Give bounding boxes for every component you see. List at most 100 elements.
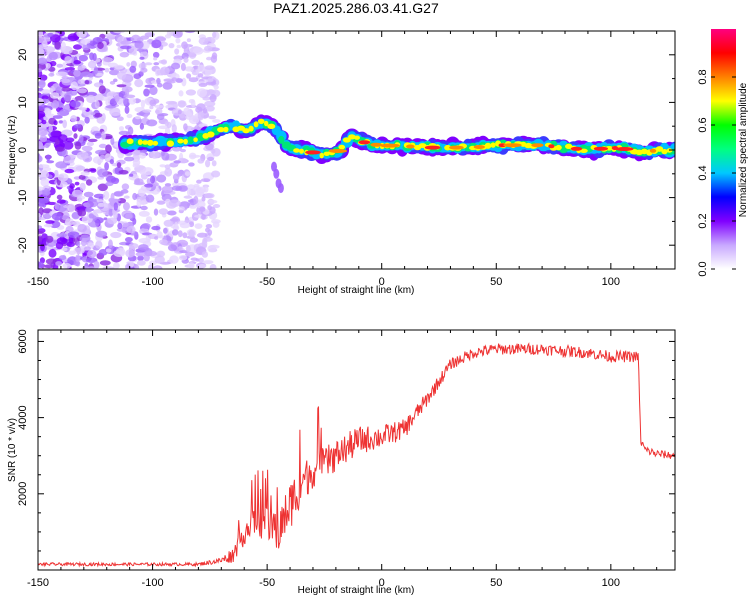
spectrogram-noise-cell: [38, 97, 44, 106]
spectrogram-noise-cell: [98, 143, 107, 149]
spectrogram-peak-cell: [548, 144, 555, 149]
spectrogram-noise-cell: [144, 183, 154, 188]
spectrogram-image: [38, 31, 675, 269]
spectrogram-noise-cell: [138, 210, 150, 217]
y-tick-label: 10: [17, 96, 29, 108]
spectrogram-noise-cell: [204, 65, 215, 70]
spectrogram-noise-cell: [149, 105, 154, 110]
y-tick-label: 4000: [17, 405, 29, 429]
spectrogram-noise-cell: [175, 186, 181, 191]
spectrogram-noise-cell: [81, 145, 93, 152]
spectrogram-noise-cell: [93, 66, 98, 75]
spectrogram-noise-cell: [79, 134, 84, 143]
spectrogram-noise-cell: [207, 77, 213, 83]
spectrogram-peak-cell: [503, 143, 522, 148]
colorbar-tick-label: 0.6: [697, 117, 709, 132]
spectrogram-noise-cell: [85, 257, 98, 264]
spectrogram-ridge-cell: [323, 151, 330, 156]
spectrogram-noise-cell: [113, 191, 123, 197]
spectrogram-noise-cell: [189, 237, 198, 243]
x-tick-label: -150: [27, 577, 49, 589]
spectrogram-noise-cell: [162, 82, 173, 90]
spectrogram-noise-cell: [110, 192, 115, 202]
spectrogram-noise-cell: [49, 92, 60, 99]
spectrogram-noise-cell: [105, 144, 112, 154]
spectrogram-noise-cell: [80, 39, 91, 45]
spectrogram-noise-cell: [101, 113, 106, 122]
spectrogram-noise-cell: [124, 156, 135, 162]
spectrogram-noise-cell: [207, 245, 217, 253]
spectrogram-noise-cell: [182, 232, 188, 239]
spectrogram-ridge-cell: [348, 134, 356, 140]
spectrogram-peak-cell: [473, 145, 485, 149]
spectrogram-noise-cell: [48, 72, 55, 77]
spectrogram-ridge-cell: [207, 131, 215, 138]
spectrogram-noise-cell: [38, 212, 41, 218]
spectrogram-noise-cell: [77, 224, 87, 233]
spectrogram-noise-cell: [55, 161, 68, 169]
colorbar-tick-label: 0.8: [697, 69, 709, 84]
spectrogram-noise-cell: [192, 47, 204, 55]
spectrogram-noise-cell: [183, 123, 188, 131]
spectrogram-noise-cell: [102, 96, 108, 101]
spectrogram-noise-cell: [132, 192, 138, 201]
spectrogram-noise-cell: [77, 79, 86, 85]
spectrogram-noise-cell: [140, 205, 148, 211]
spectrogram-noise-cell: [134, 79, 144, 88]
spectrogram-noise-cell: [54, 139, 60, 145]
spectrogram-noise-cell: [172, 173, 180, 181]
spectrogram-noise-cell: [78, 107, 88, 111]
spectrogram-noise-cell: [73, 124, 82, 129]
spectrogram-noise-cell: [62, 141, 74, 150]
spectrogram-noise-cell: [154, 236, 159, 240]
spectrogram-noise-cell: [110, 137, 115, 146]
spectrogram-noise-cell: [188, 52, 197, 59]
spectrogram-noise-cell: [80, 71, 92, 78]
spectrogram-noise-cell: [140, 99, 145, 109]
spectrogram-noise-cell: [125, 213, 133, 220]
spectrogram-noise-cell: [111, 177, 120, 184]
spectrogram-noise-cell: [158, 208, 169, 215]
snr-series-line: [38, 342, 675, 568]
spectrogram-noise-cell: [183, 195, 192, 199]
spectrogram-noise-cell: [149, 86, 158, 96]
spectrogram-x-axis-label: Height of straight line (km): [298, 285, 415, 296]
colorbar-label: Normalized spectral amplitude: [738, 82, 749, 217]
spectrogram-noise-cell: [134, 40, 144, 49]
spectrogram-noise-cell: [151, 39, 162, 49]
spectrogram-noise-cell: [212, 119, 221, 123]
spectrogram-noise-cell: [167, 244, 178, 252]
spectrogram-noise-cell: [138, 152, 147, 159]
spectrogram-noise-cell: [120, 40, 132, 45]
spectrogram-ridge-cell: [267, 123, 276, 129]
spectrogram-peak-cell: [328, 149, 348, 153]
spectrogram-noise-cell: [188, 115, 200, 125]
spectrogram-noise-cell: [188, 162, 195, 167]
spectrogram-noise-cell: [101, 57, 114, 63]
spectrogram-noise-cell: [135, 115, 141, 120]
spectrogram-noise-cell: [76, 241, 81, 247]
spectrogram-noise-cell: [76, 31, 88, 38]
spectrogram-noise-cell: [208, 115, 217, 120]
spectrogram-noise-cell: [153, 51, 160, 59]
spectrogram-noise-cell: [128, 173, 134, 177]
spectrogram-ridge-cell: [223, 126, 229, 133]
spectrogram-noise-cell: [124, 105, 130, 114]
spectrogram-noise-cell: [104, 153, 112, 162]
snr-axes: -150 -100 -50 0 50 100 2000 4000 6000: [17, 329, 675, 589]
spectrogram-noise-cell: [119, 126, 124, 131]
spectrogram-noise-cell: [165, 100, 178, 105]
spectrogram-peak-cell: [531, 143, 544, 148]
spectrogram-noise-cell: [45, 63, 51, 69]
colorbar-tick-label: 0.4: [697, 165, 709, 180]
spectrogram-noise-cell: [99, 154, 106, 160]
spectrogram-noise-cell: [171, 124, 177, 133]
x-tick-label: -50: [259, 276, 275, 288]
snr-x-axis-label: Height of straight line (km): [298, 585, 415, 596]
spectrogram-ridge-cell: [319, 152, 324, 159]
spectrogram-noise-cell: [77, 88, 88, 94]
spectrogram-noise-cell: [60, 41, 66, 51]
spectrogram-noise-cell: [175, 78, 183, 83]
spectrogram-noise-cell: [163, 219, 174, 227]
spectrogram-noise-cell: [133, 264, 140, 269]
